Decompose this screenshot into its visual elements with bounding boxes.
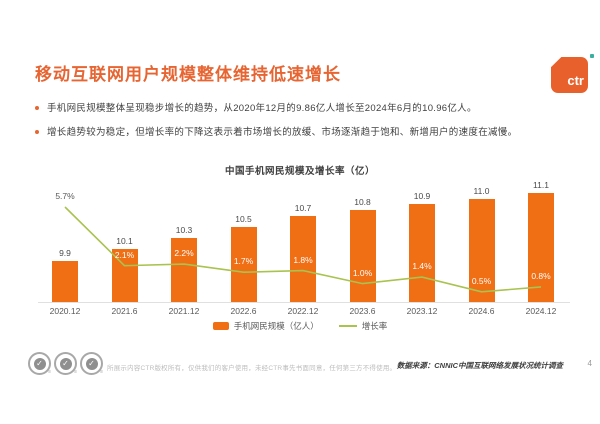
- bar-swatch-icon: [212, 322, 229, 330]
- x-axis-label: 2021.12: [168, 306, 200, 316]
- growth-rate-label: 0.5%: [471, 275, 492, 286]
- bar-2020.12: [52, 260, 78, 302]
- growth-rate-label: 2.1%: [114, 249, 135, 260]
- line-swatch-icon: [338, 325, 357, 327]
- x-axis-label: 2023.6: [349, 306, 376, 316]
- copyright-disclaimer: 所展示内容CTR版权所有，仅供我们的客户使用，未经CTR事先书面同意，任何第三方…: [107, 365, 397, 372]
- bar-value-label: 10.5: [235, 213, 252, 224]
- growth-rate-label: 0.8%: [531, 270, 551, 281]
- bar-value-label: 10.7: [294, 202, 312, 213]
- bullet-dot-icon: [35, 106, 39, 110]
- bar-value-label: 10.9: [413, 191, 431, 202]
- certification-badges: ✓ ≡ ✓ ≡ ✓ ≡: [28, 352, 103, 375]
- legend-item-bar: 手机网民规模（亿人）: [212, 320, 319, 332]
- x-axis-label: 2023.12: [406, 306, 438, 316]
- page-title: 移动互联网用户规模整体维持低速增长: [35, 65, 341, 84]
- summary-bullets: 手机网民规模整体呈现稳步增长的趋势，从2020年12月的9.86亿人增长至202…: [35, 102, 575, 150]
- x-axis-label: 2021.6: [111, 306, 138, 316]
- x-axis-label: 2024.6: [468, 306, 495, 316]
- bar-value-label: 11.0: [473, 185, 490, 196]
- bullet-text: 增长趋势较为稳定，但增长率的下降这表示着市场增长的放缓、市场逐渐趋于饱和、新增用…: [47, 127, 518, 138]
- x-axis-label: 2022.12: [287, 306, 319, 316]
- bar-value-label: 9.9: [59, 247, 71, 258]
- bar-2023.6: [349, 209, 376, 302]
- growth-rate-label: 1.7%: [233, 256, 254, 267]
- badge-tag-icon: ≡: [48, 369, 51, 375]
- certification-badge-icon: ✓ ≡: [80, 352, 103, 375]
- bullet-item: 增长趋势较为稳定，但增长率的下降这表示着市场增长的放缓、市场逐渐趋于饱和、新增用…: [35, 126, 575, 139]
- bullet-item: 手机网民规模整体呈现稳步增长的趋势，从2020年12月的9.86亿人增长至202…: [35, 102, 575, 115]
- page-number: 4: [587, 359, 592, 368]
- chart-legend: 手机网民规模（亿人） 增长率: [0, 320, 600, 332]
- check-icon: ✓: [85, 357, 98, 370]
- bar-value-label: 10.8: [354, 196, 371, 207]
- check-icon: ✓: [59, 357, 72, 370]
- bullet-dot-icon: [35, 130, 39, 134]
- growth-rate-label: 1.4%: [412, 261, 432, 272]
- x-axis-label: 2020.12: [49, 306, 81, 316]
- certification-badge-icon: ✓ ≡: [28, 352, 51, 375]
- x-axis-line: [38, 302, 570, 303]
- bar-value-label: 10.1: [116, 236, 133, 247]
- growth-rate-label: 2.2%: [174, 248, 194, 259]
- growth-rate-label: 1.8%: [293, 254, 313, 265]
- bar-2024.12: [528, 192, 554, 302]
- bar-value-label: 11.1: [533, 179, 549, 190]
- x-axis-label: 2022.6: [230, 306, 257, 316]
- badge-tag-icon: ≡: [100, 369, 103, 375]
- check-icon: ✓: [33, 357, 46, 370]
- logo-dot-icon: [590, 54, 594, 58]
- legend-item-line: 增长率: [338, 320, 388, 332]
- ctr-logo-text: ctr: [567, 73, 584, 88]
- certification-badge-icon: ✓ ≡: [54, 352, 77, 375]
- chart-title: 中国手机网民规模及增长率（亿）: [224, 166, 375, 177]
- growth-rate-label: 1.0%: [352, 267, 373, 278]
- bullet-text: 手机网民规模整体呈现稳步增长的趋势，从2020年12月的9.86亿人增长至202…: [47, 103, 477, 114]
- bar-2024.6: [468, 198, 495, 302]
- legend-line-label: 增长率: [361, 321, 388, 331]
- x-axis-label: 2024.12: [525, 306, 557, 316]
- bar-value-label: 10.3: [175, 225, 193, 236]
- growth-rate-label: 5.7%: [55, 191, 75, 201]
- data-source: 数据来源：CNNIC中国互联网络发展状况统计调查: [396, 361, 563, 370]
- badge-tag-icon: ≡: [74, 369, 77, 375]
- bar-2023.12: [409, 204, 435, 302]
- legend-bar-label: 手机网民规模（亿人）: [233, 321, 319, 331]
- ctr-logo-icon: ctr: [551, 57, 588, 93]
